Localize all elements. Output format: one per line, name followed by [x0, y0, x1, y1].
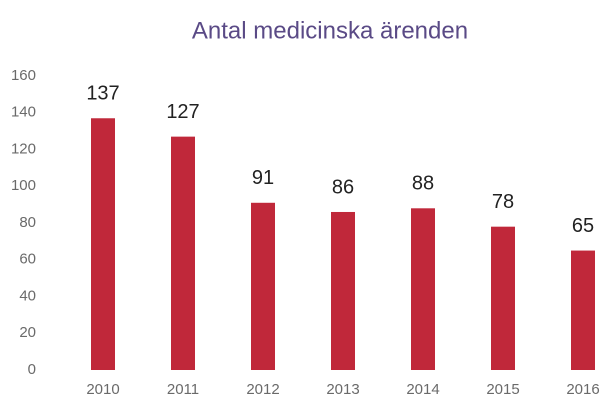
bar [491, 226, 515, 370]
bar [91, 118, 115, 370]
y-tick-label: 60 [19, 251, 36, 268]
value-label: 65 [572, 215, 594, 237]
y-tick-label: 120 [11, 140, 36, 157]
x-tick-label: 2015 [486, 381, 519, 398]
value-label: 86 [332, 176, 354, 198]
x-tick-label: 2014 [406, 381, 439, 398]
bar [171, 136, 195, 370]
x-tick-label: 2012 [246, 381, 279, 398]
value-label: 127 [166, 101, 199, 123]
x-tick-label: 2013 [326, 381, 359, 398]
value-label: 137 [86, 83, 119, 105]
chart-title: Antal medicinska ärenden [192, 17, 468, 44]
y-tick-label: 20 [19, 324, 36, 341]
x-tick-label: 2010 [86, 381, 119, 398]
bar [251, 202, 275, 370]
bar [331, 211, 355, 370]
value-label: 91 [252, 167, 274, 189]
y-tick-label: 160 [11, 67, 36, 84]
x-tick-label: 2011 [167, 381, 199, 398]
y-tick-label: 100 [11, 177, 36, 194]
y-tick-label: 40 [19, 287, 36, 304]
bar [411, 208, 435, 370]
bar [571, 250, 595, 370]
y-tick-label: 0 [28, 361, 36, 378]
value-label: 88 [412, 173, 434, 195]
x-tick-label: 2016 [566, 381, 599, 398]
y-tick-label: 80 [19, 214, 36, 231]
value-label: 78 [492, 191, 514, 213]
y-tick-label: 140 [11, 104, 36, 121]
